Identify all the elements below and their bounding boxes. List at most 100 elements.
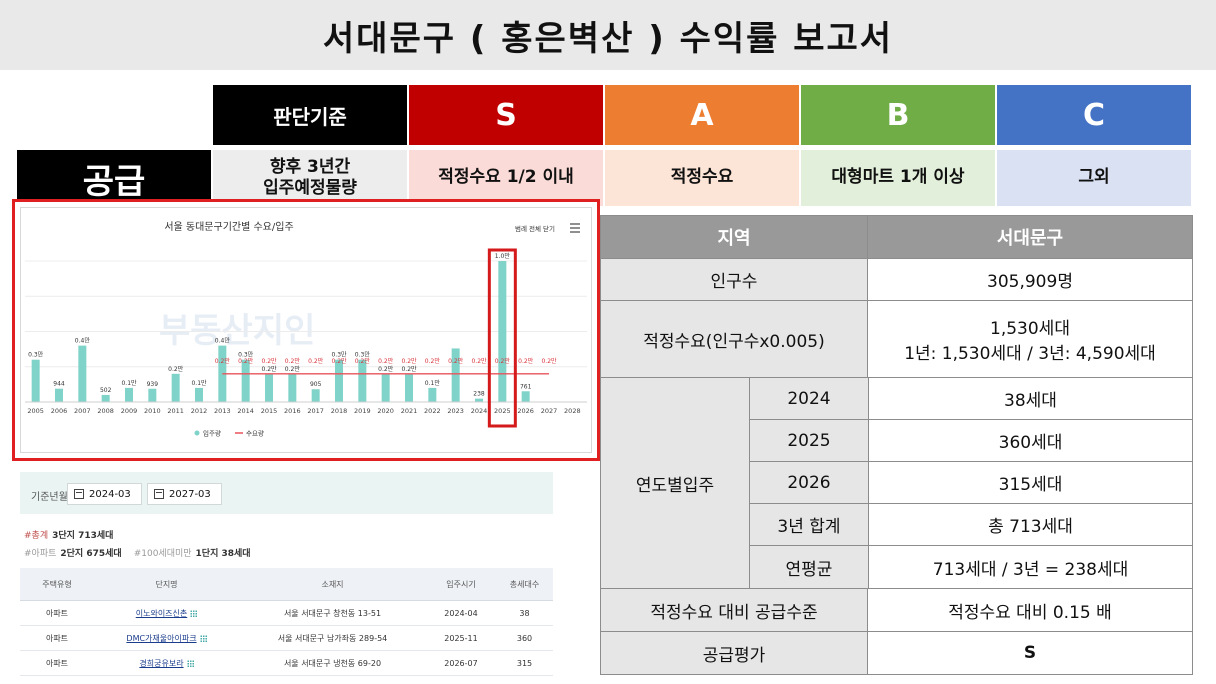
grade-c-criterion: 그외 <box>997 150 1191 206</box>
chart-panel: 서울 동대문구기간별 수요/입주 범례 전체 닫기 부동산지인 0.3만 944 0… <box>20 207 592 453</box>
end-date-picker[interactable]: 2027-03 <box>147 483 222 505</box>
table-header-row: 지역 서대문구 <box>600 215 1193 259</box>
bar-2012 <box>195 387 203 402</box>
evaluation-table: 적정수요 대비 공급수준 적정수요 대비 0.15 배 공급평가 S <box>600 588 1193 675</box>
report-table: 지역 서대문구 인구수 305,909명 적정수요(인구수x0.005) 1,5… <box>600 215 1193 378</box>
chart-title: 서울 동대문구기간별 수요/입주 <box>164 220 293 233</box>
population-value: 305,909명 <box>867 258 1193 301</box>
small-value: 1단지 38세대 <box>195 549 251 559</box>
legend-toggle-button[interactable]: 범례 전체 닫기 <box>515 224 555 233</box>
row-date: 2026-07 <box>426 650 496 676</box>
total-summary: #총계 3단지 713세대 <box>24 528 113 541</box>
ratio-row: 적정수요 대비 공급수준 적정수요 대비 0.15 배 <box>600 588 1193 632</box>
complex-name-link[interactable]: DMC가재울아이파크 <box>126 633 197 643</box>
grade-c-header: C <box>997 85 1191 145</box>
demand-label-2016: 0.2만 <box>285 357 301 365</box>
complex-name-link[interactable]: 이노와이즈신촌 <box>135 608 188 618</box>
x-tick-2027: 2027 <box>541 407 558 415</box>
col-name: 단지명 <box>94 568 239 601</box>
bar-label-2007: 0.4만 <box>75 337 91 345</box>
demand-label-2021: 0.2만 <box>401 357 417 365</box>
end-date-value: 2027-03 <box>169 488 211 500</box>
yearly-row: 연도별입주 2024 38세대 <box>600 377 1193 589</box>
demand-label-2025: 0.2만 <box>495 357 511 365</box>
x-tick-2009: 2009 <box>121 407 138 415</box>
bar-label-2025: 1.0만 <box>495 252 511 260</box>
bar-2023 <box>451 348 460 402</box>
grid-icon[interactable] <box>199 634 207 642</box>
grid-icon[interactable] <box>190 609 198 617</box>
year-label: 2026 <box>749 461 869 504</box>
supply-label: 공급 <box>17 150 211 206</box>
bar-2005 <box>31 359 40 402</box>
legend-supply-marker <box>194 430 200 436</box>
year-value: 315세대 <box>868 461 1193 504</box>
col-units: 총세대수 <box>496 568 553 601</box>
row-address: 서울 서대문구 냉천동 69-20 <box>239 650 426 676</box>
total-value: 3단지 713세대 <box>52 531 114 541</box>
year-label: 3년 합계 <box>749 503 869 546</box>
yearly-row: 3년 합계 총 713세대 <box>601 503 1193 546</box>
yearly-row: 2025 360세대 <box>601 419 1193 462</box>
population-row: 인구수 305,909명 <box>600 258 1193 301</box>
evaluation-label: 공급평가 <box>600 631 868 675</box>
x-tick-2016: 2016 <box>284 407 301 415</box>
year-label: 연평균 <box>749 545 869 589</box>
x-tick-2014: 2014 <box>237 407 254 415</box>
x-tick-2007: 2007 <box>74 407 91 415</box>
bar-2015 <box>265 373 273 402</box>
x-tick-2005: 2005 <box>27 407 44 415</box>
bar-2016 <box>288 373 297 402</box>
bar-2021 <box>405 373 413 402</box>
chart-watermark: 부동산지인 <box>159 311 315 351</box>
demand-label-2023: 0.2만 <box>448 357 464 365</box>
demand-label-2014: 0.2만 <box>238 357 254 365</box>
demand-value-line1: 1,530세대 <box>990 319 1070 339</box>
complex-name-link[interactable]: 경희궁유보라 <box>139 658 184 668</box>
grade-b-header: B <box>801 85 995 145</box>
row-units: 38 <box>496 600 553 626</box>
x-tick-2023: 2023 <box>447 407 464 415</box>
x-tick-2019: 2019 <box>354 407 371 415</box>
x-tick-2012: 2012 <box>191 407 208 415</box>
supply-criterion-line2: 입주예정물량 <box>263 178 357 198</box>
row-type: 아파트 <box>20 600 94 626</box>
x-tick-2022: 2022 <box>424 407 441 415</box>
x-tick-2015: 2015 <box>261 407 278 415</box>
row-name-cell[interactable]: 이노와이즈신촌 <box>94 600 239 626</box>
demand-label-2018: 0.2만 <box>331 357 347 365</box>
report-title: 서대문구 ( 홍은벽산 ) 수익률 보고서 <box>0 0 1216 70</box>
year-value: 38세대 <box>868 377 1193 420</box>
row-address: 서울 서대문구 남가좌동 289-54 <box>239 625 426 651</box>
grade-b-criterion: 대형마트 1개 이상 <box>801 150 995 206</box>
evaluation-value: S <box>867 631 1193 675</box>
yearly-row: 연평균 713세대 / 3년 = 238세대 <box>601 545 1193 589</box>
period-label: 기준년월 <box>31 492 68 503</box>
row-type: 아파트 <box>20 650 94 676</box>
x-tick-2025: 2025 <box>494 407 511 415</box>
grid-icon[interactable] <box>186 659 194 667</box>
criteria-header: 판단기준 <box>213 85 407 145</box>
bar-2009 <box>125 387 133 402</box>
demand-value: 1,530세대 1년: 1,530세대 / 3년: 4,590세대 <box>867 300 1193 378</box>
legend-supply-label: 입주량 <box>203 430 221 438</box>
yearly-table: 연도별입주 2024 38세대 2025 360세대 2026 315세대 3년… <box>600 377 1193 589</box>
chart-menu-icon[interactable] <box>570 223 580 233</box>
evaluation-row: 공급평가 S <box>600 631 1193 675</box>
start-date-picker[interactable]: 2024-03 <box>67 483 142 505</box>
demand-label-2026: 0.2만 <box>518 357 534 365</box>
bar-label-2022: 0.1만 <box>425 379 441 387</box>
calendar-icon <box>74 489 84 499</box>
bar-2020 <box>381 373 390 402</box>
type-summary: #아파트 2단지 675세대 #100세대미만 1단지 38세대 <box>24 546 251 559</box>
bar-2019 <box>358 359 367 402</box>
x-tick-2024: 2024 <box>471 407 488 415</box>
year-value: 713세대 / 3년 = 238세대 <box>868 545 1193 589</box>
bar-2017 <box>311 389 320 402</box>
row-name-cell[interactable]: DMC가재울아이파크 <box>94 625 239 651</box>
yearly-row: 2026 315세대 <box>601 461 1193 504</box>
row-name-cell[interactable]: 경희궁유보라 <box>94 650 239 676</box>
bar-2018 <box>335 359 343 402</box>
bar-label-2019: 0.3만 <box>355 351 371 359</box>
apt-value: 2단지 675세대 <box>60 549 122 559</box>
